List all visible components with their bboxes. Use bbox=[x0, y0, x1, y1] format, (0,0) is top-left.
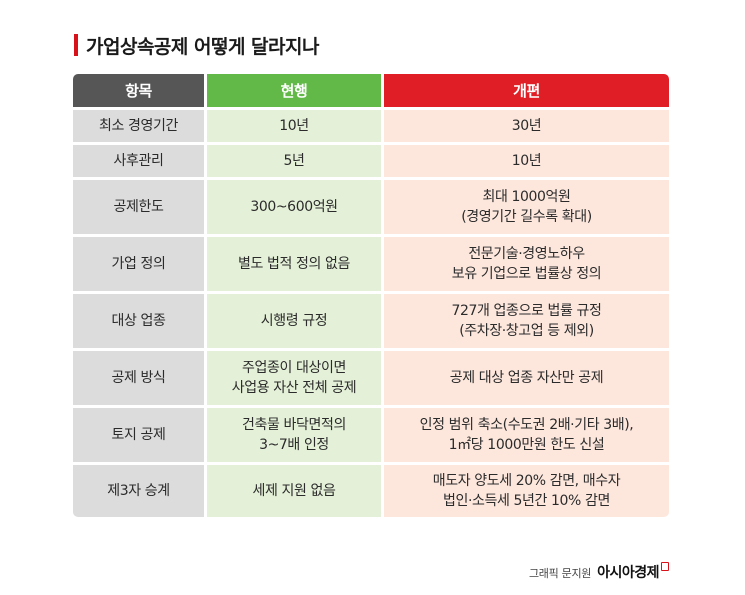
cell-line: 가업 정의 bbox=[111, 256, 166, 272]
cell-line: 제3자 승계 bbox=[107, 483, 170, 499]
cell-line: 5년 bbox=[283, 153, 305, 169]
cell-line: 시행령 규정 bbox=[260, 313, 328, 329]
table-cell-item: 공제 방식 bbox=[73, 351, 204, 405]
cell-line: 사후관리 bbox=[113, 153, 164, 169]
table-cell-reform: 727개 업종으로 법률 규정 (주차장·창고업 등 제외) bbox=[384, 294, 669, 348]
header-item: 항목 bbox=[73, 74, 204, 107]
cell-line: 매도자 양도세 20% 감면, 매수자 bbox=[432, 473, 621, 489]
table-cell-item: 공제한도 bbox=[73, 180, 204, 234]
cell-line: 10년 bbox=[279, 118, 309, 134]
title-block: 가업상속공제 어떻게 달라지나 bbox=[74, 32, 319, 58]
table-cell-current: 5년 bbox=[207, 145, 381, 177]
credit: 그래픽 문지원 아시아경제 bbox=[529, 562, 669, 582]
cell-line: 토지 공제 bbox=[111, 427, 166, 443]
cell-line: 전문기술·경영노하우 bbox=[468, 246, 585, 262]
cell-line: 727개 업종으로 법률 규정 bbox=[451, 303, 602, 319]
header-current: 현행 bbox=[207, 74, 381, 107]
cell-line: 공제한도 bbox=[113, 199, 164, 215]
cell-line: 인정 범위 축소(수도권 2배·기타 3배), bbox=[419, 417, 634, 433]
table-cell-item: 가업 정의 bbox=[73, 237, 204, 291]
table-cell-current: 건축물 바닥면적의 3~7배 인정 bbox=[207, 408, 381, 462]
credit-label: 그래픽 문지원 bbox=[528, 567, 592, 580]
table-cell-reform: 공제 대상 업종 자산만 공제 bbox=[384, 351, 669, 405]
table-cell-item: 토지 공제 bbox=[73, 408, 204, 462]
cell-line: 세제 지원 없음 bbox=[252, 483, 336, 499]
header-reform: 개편 bbox=[384, 74, 669, 107]
table-cell-current: 시행령 규정 bbox=[207, 294, 381, 348]
brand-logo: 아시아경제 bbox=[597, 565, 659, 581]
table-cell-current: 10년 bbox=[207, 110, 381, 142]
cell-line: 300~600억원 bbox=[250, 199, 338, 215]
cell-line: 대상 업종 bbox=[111, 313, 166, 329]
cell-line: 3~7배 인정 bbox=[259, 437, 329, 453]
table-cell-item: 최소 경영기간 bbox=[73, 110, 204, 142]
table-cell-item: 대상 업종 bbox=[73, 294, 204, 348]
title-accent-bar bbox=[74, 34, 78, 56]
table-cell-item: 사후관리 bbox=[73, 145, 204, 177]
cell-line: 보유 기업으로 법률상 정의 bbox=[451, 266, 602, 282]
table-cell-current: 세제 지원 없음 bbox=[207, 465, 381, 517]
cell-line: 건축물 바닥면적의 bbox=[242, 417, 346, 433]
table-cell-item: 제3자 승계 bbox=[73, 465, 204, 517]
cell-line: 사업용 자산 전체 공제 bbox=[231, 380, 357, 396]
cell-line: 30년 bbox=[511, 118, 542, 134]
table-cell-reform: 인정 범위 축소(수도권 2배·기타 3배), 1㎡당 1000만원 한도 신설 bbox=[384, 408, 669, 462]
cell-line: 별도 법적 정의 없음 bbox=[238, 256, 350, 272]
brand-mark-icon bbox=[661, 562, 669, 571]
cell-line: 공제 대상 업종 자산만 공제 bbox=[449, 370, 604, 386]
cell-line: 주업종이 대상이면 bbox=[242, 360, 346, 376]
cell-line: (경영기간 길수록 확대) bbox=[461, 209, 592, 225]
table-cell-reform: 최대 1000억원 (경영기간 길수록 확대) bbox=[384, 180, 669, 234]
table-cell-reform: 30년 bbox=[384, 110, 669, 142]
cell-line: 법인·소득세 5년간 10% 감면 bbox=[443, 493, 610, 509]
table-cell-current: 300~600억원 bbox=[207, 180, 381, 234]
cell-line: 최소 경영기간 bbox=[99, 118, 178, 134]
cell-line: 1㎡당 1000만원 한도 신설 bbox=[448, 437, 605, 453]
cell-line: (주차장·창고업 등 제외) bbox=[459, 323, 594, 339]
cell-line: 공제 방식 bbox=[111, 370, 166, 386]
table-cell-reform: 10년 bbox=[384, 145, 669, 177]
cell-line: 10년 bbox=[511, 153, 542, 169]
table-cell-current: 별도 법적 정의 없음 bbox=[207, 237, 381, 291]
cell-line: 최대 1000억원 bbox=[482, 189, 571, 205]
page-title: 가업상속공제 어떻게 달라지나 bbox=[86, 35, 319, 58]
